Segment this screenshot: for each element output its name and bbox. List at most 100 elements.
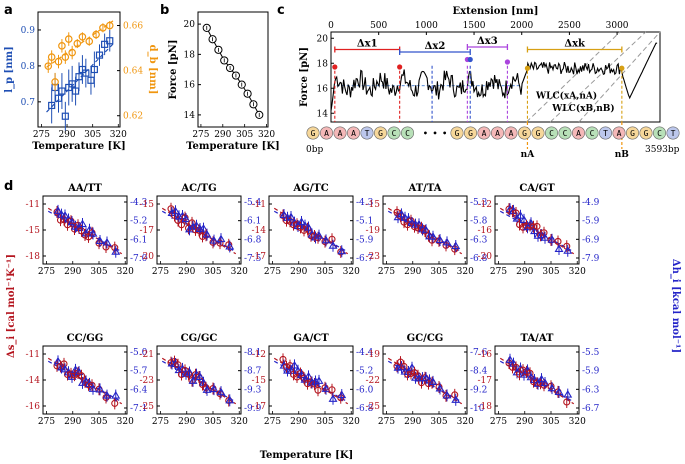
y-tick-label-right: 0.66: [123, 22, 143, 32]
y-tick-label-right: -5.2: [356, 367, 373, 377]
x-tick-label: 275: [490, 417, 507, 427]
entropy-point: [181, 214, 189, 222]
x-axis-label-top: Extension [nm]: [452, 6, 538, 17]
enthalpy-point: [451, 395, 461, 403]
y-tick-label: 20: [317, 34, 329, 44]
enthalpy-point: [209, 384, 219, 393]
wlc-guide-line: [578, 31, 661, 123]
base-bead: [450, 126, 464, 140]
enthalpy-point: [397, 209, 406, 218]
y-tick-label-left: 0.9: [21, 26, 36, 36]
x-tick-label: 305: [430, 417, 447, 427]
base-letter: G: [536, 129, 541, 138]
data-point-d_b: [99, 23, 107, 32]
x-tick-label: 275: [192, 130, 209, 140]
x-tick-label: 320: [569, 267, 586, 277]
base-bead: [477, 126, 491, 140]
y-tick-label-left: -25: [366, 402, 381, 412]
x-tick-label: 290: [404, 267, 421, 277]
entropy-point: [328, 235, 336, 243]
enthalpy-point: [67, 217, 77, 226]
y-tick-label-right: 0.64: [123, 67, 143, 77]
enthalpy-point: [321, 384, 331, 392]
y-tick-label-right: -5.9: [582, 217, 600, 227]
base-bead: [531, 126, 545, 140]
y-tick-label: 18: [317, 59, 329, 69]
segment-point: [504, 59, 511, 65]
y-tick-label-left: -22: [366, 376, 381, 386]
y-tick-label-right: -7.1: [130, 404, 147, 414]
entropy-point: [102, 243, 110, 251]
enthalpy-point: [442, 237, 452, 246]
x-axis-label: Temperature [K]: [32, 141, 126, 152]
enthalpy-point: [540, 233, 550, 241]
subpanel-at-ta: AT/TA 275 290 305 320 -15 -19 -23 -5.3 -5.8 -6.3 -6…: [366, 183, 488, 277]
x-tick-label: 305: [84, 130, 101, 140]
y-tick-label-left: -16: [478, 226, 493, 236]
enthalpy-point: [435, 383, 445, 392]
y-tick-label-right: -9.2: [470, 385, 487, 395]
enthalpy-point: [286, 212, 296, 221]
enthalpy-point: [540, 378, 550, 387]
base-letter: T: [603, 129, 608, 138]
segment-point: [467, 56, 473, 63]
enthalpy-point: [185, 367, 194, 376]
y-tick-label-right: -5.2: [130, 217, 147, 227]
enthalpy-point: [102, 390, 112, 399]
subpanel-title: GA/CT: [293, 333, 329, 344]
wlc-guide-line: [526, 31, 621, 123]
y-tick-label-left: -11: [26, 200, 41, 210]
enthalpy-point: [53, 206, 63, 214]
enthalpy-point: [225, 395, 235, 404]
x-tick-label: 275: [264, 417, 281, 427]
enthalpy-point: [67, 372, 77, 380]
x-axis-label: Temperature [K]: [186, 141, 280, 152]
y-tick-label-left: -18: [26, 252, 41, 262]
x-tick-label: 290: [290, 267, 307, 277]
base-bead: [306, 126, 320, 140]
data-point-l_p: [58, 87, 66, 95]
y-tick-label-left: -20: [140, 252, 155, 262]
x-tick-label-top: 2000: [510, 21, 533, 31]
y-axis-label-left: l_p [nm]: [4, 46, 15, 93]
enthalpy-point: [442, 390, 452, 399]
base-letter: G: [630, 129, 635, 138]
subpanel-ag-tc: AG/TC 275 290 305 320 -11 -14 -17 -4.3 -5.1 -5.9 -6…: [252, 183, 374, 277]
start-bp-label: 0bp: [306, 145, 323, 155]
delta-x-label: Δxk: [564, 39, 586, 50]
x-tick-label: 290: [178, 267, 195, 277]
data-point-l_p: [90, 65, 98, 74]
data-point-d_b: [58, 42, 66, 50]
x-tick-label-top: 1000: [415, 21, 438, 31]
delta-x-label: Δx1: [357, 39, 378, 50]
subpanel-ca-gt: CA/GT 275 290 305 320 -12 -16 -20 -4.9 -5.9 -6.9 -7…: [478, 183, 600, 277]
x-tick-label: 305: [316, 417, 333, 427]
entropy-point: [314, 386, 322, 394]
y-tick-label-left: -16: [26, 402, 41, 412]
x-tick-label: 305: [542, 267, 559, 277]
enthalpy-point: [225, 241, 235, 250]
subpanel-title: GC/CG: [407, 333, 444, 344]
delta-x-label: Δx3: [477, 36, 498, 47]
base-bead: [625, 126, 639, 140]
x-tick-label: 275: [33, 130, 50, 140]
y-tick-label-right: -5.9: [356, 235, 374, 245]
base-letter: G: [378, 129, 383, 138]
x-tick-label: 275: [378, 267, 395, 277]
y-axis-label: Force [pN]: [168, 39, 179, 99]
data-point-l_p: [95, 51, 104, 59]
subpanel-ta-at: TA/AT 275 290 305 320 -16 -17 -18 -5.5 -5.9 -6.3 -6…: [478, 333, 600, 427]
entropy-point: [554, 237, 562, 245]
enthalpy-point: [523, 222, 532, 231]
plot-frame: [37, 11, 121, 128]
x-tick-label: 275: [152, 417, 169, 427]
y-tick-label: 14: [317, 109, 329, 119]
y-tick-label-right: -5.8: [470, 217, 488, 227]
base-bead: [571, 126, 585, 140]
x-tick-label: 290: [290, 417, 307, 427]
y-tick-label: 14: [184, 111, 196, 121]
base-bead: [333, 126, 347, 140]
base-bead: [517, 126, 531, 140]
enthalpy-point: [328, 241, 338, 249]
y-tick-label: 16: [317, 84, 329, 94]
